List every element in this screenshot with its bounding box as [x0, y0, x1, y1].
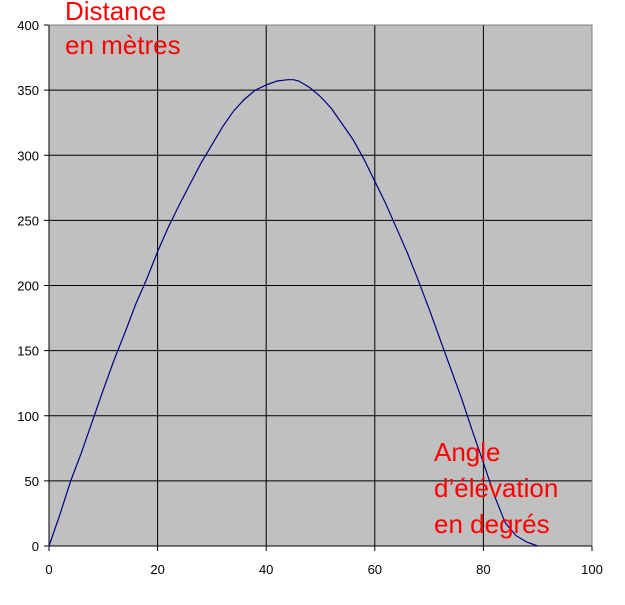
x-tick-label: 60: [368, 562, 382, 577]
x-tick-label: 80: [476, 562, 490, 577]
y-tick-label: 50: [25, 474, 39, 489]
x-axis-annotation: Angle d’élévation en degrés: [434, 437, 566, 539]
y-tick-label: 300: [17, 148, 39, 163]
x-tick-label: 100: [581, 562, 603, 577]
y-tick-label: 0: [32, 539, 39, 554]
y-tick-label: 350: [17, 83, 39, 98]
x-annotation-line-2: d’élévation: [434, 473, 558, 503]
y-annotation-line-2: en mètres: [65, 30, 181, 60]
series-group: [48, 79, 538, 547]
y-tick-label: 250: [17, 213, 39, 228]
x-tick-label: 40: [259, 562, 273, 577]
x-tick-label: 20: [150, 562, 164, 577]
x-annotation-line-3: en degrés: [434, 509, 550, 539]
y-tick-label: 400: [17, 18, 39, 33]
y-tick-label: 150: [17, 344, 39, 359]
series-line: [48, 79, 538, 547]
axes: [44, 24, 593, 551]
x-tick-label: 0: [45, 562, 52, 577]
tick-labels: 0 20 40 60 80 100 0 50 100 150 200 250 300 350 400: [17, 18, 603, 577]
y-tick-label: 200: [17, 279, 39, 294]
x-annotation-line-1: Angle: [434, 437, 501, 467]
y-tick-label: 100: [17, 409, 39, 424]
y-axis-annotation: Distance en mètres: [65, 0, 181, 60]
y-annotation-line-1: Distance: [65, 0, 166, 26]
